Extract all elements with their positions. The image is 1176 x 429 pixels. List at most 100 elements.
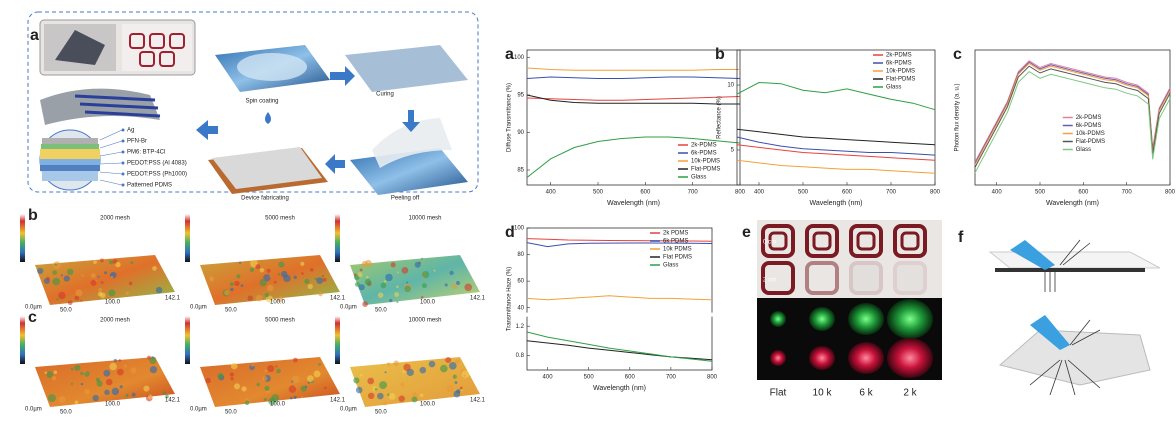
surface-feature	[63, 275, 70, 282]
legend-label: 2k PDMS	[663, 231, 688, 237]
axis-tick-label: 142.1	[330, 398, 346, 404]
color-bar	[20, 214, 25, 262]
legend-label: Glass	[691, 175, 706, 181]
layer-label: PEDOT:PSS (Al 4083)	[127, 161, 187, 167]
legend-label: Flat PDMS	[663, 255, 692, 261]
axis-tick-label: 50.0	[375, 308, 387, 314]
legend-label: 2k-PDMS	[691, 143, 717, 149]
legend-label: 10k-PDMS	[691, 159, 720, 165]
surface-feature	[240, 284, 244, 288]
surface-feature	[84, 371, 90, 377]
axis-tick-label: 142.1	[330, 296, 346, 302]
surface-feature	[80, 299, 83, 302]
electrode-stripes	[74, 94, 161, 118]
surface-feature	[51, 375, 57, 381]
surface-feature	[422, 270, 430, 279]
y-tick-label: 95	[517, 93, 524, 99]
surface-feature	[229, 282, 234, 287]
surface-feature	[353, 273, 357, 277]
axis-tick-label: 0.0µm	[340, 407, 357, 413]
x-tick-label: 700	[666, 375, 677, 381]
y-tick-label: 100	[514, 55, 525, 61]
surface-feature	[384, 371, 387, 374]
surface-feature	[355, 386, 363, 394]
surface-feature	[256, 382, 260, 387]
surface-feature	[264, 369, 268, 373]
surface-feature	[275, 365, 278, 368]
leader-line	[99, 179, 123, 186]
surface-feature	[452, 374, 457, 379]
panel-label: c	[953, 46, 962, 63]
layer-label: PEDOT:PSS (Ph1000)	[127, 172, 187, 178]
surface-feature	[205, 377, 211, 384]
surface-feature	[306, 375, 314, 383]
axis-tick-label: 142.1	[470, 398, 486, 404]
surface-feature	[152, 266, 157, 271]
flat-layer	[995, 268, 1145, 272]
layer-label: PM6: BTP-4Cl	[127, 150, 165, 156]
surface-feature	[115, 261, 121, 268]
surface-feature	[255, 264, 261, 270]
surface-feature	[44, 371, 48, 375]
y-axis-label: Reflectance (%)	[717, 96, 723, 139]
surface-feature	[367, 377, 375, 385]
surface-feature	[310, 268, 314, 272]
surface-feature	[247, 295, 254, 302]
surface-feature	[396, 285, 399, 289]
green-emission	[770, 311, 786, 327]
surface-map	[200, 357, 340, 407]
surface-feature	[451, 283, 458, 290]
x-tick-label: 800	[735, 190, 746, 196]
surface-feature	[307, 283, 313, 290]
surface-feature	[271, 394, 280, 402]
surface-feature	[291, 375, 300, 384]
x-tick-label: 700	[1122, 190, 1133, 196]
surface-feature	[324, 386, 327, 390]
surface-feature	[383, 401, 387, 406]
surface-feature	[230, 287, 234, 292]
series-line	[736, 128, 936, 146]
surface-feature	[304, 278, 310, 285]
surface-feature	[108, 289, 116, 297]
surface-feature	[293, 275, 297, 280]
legend-label: 2k-PDMS	[886, 53, 912, 59]
knot-pattern	[761, 224, 795, 258]
knot-pattern	[812, 231, 832, 251]
surface-feature	[390, 262, 396, 268]
surface-feature	[75, 289, 83, 297]
series-line	[974, 65, 1171, 168]
layer-label: Patterned PDMS	[127, 183, 172, 189]
panel-label: a	[505, 46, 514, 63]
step-label: Device fabricating	[241, 196, 289, 202]
surface-feature	[131, 392, 136, 397]
surface-feature	[401, 267, 409, 274]
surface-feature	[110, 275, 114, 279]
series-line	[974, 62, 1171, 166]
curing-substrate	[345, 45, 468, 92]
legend-label: 6k-PDMS	[691, 151, 717, 157]
series-line	[526, 242, 713, 248]
axis-tick-label: 0.0µm	[25, 407, 42, 413]
surface-feature	[97, 275, 100, 278]
surface-feature	[100, 281, 104, 284]
surface-feature	[147, 394, 153, 399]
color-bar	[335, 316, 340, 364]
surface-feature	[403, 363, 411, 372]
knot-pattern	[761, 261, 795, 295]
schematic-frame	[27, 11, 479, 193]
surface-feature	[267, 365, 275, 373]
surface-feature	[459, 386, 463, 390]
surface-feature	[90, 273, 97, 279]
surface-feature	[358, 284, 365, 291]
surface-feature	[433, 269, 436, 272]
red-emission	[848, 342, 884, 374]
leader-dot	[121, 172, 125, 176]
step-label: Curing	[376, 92, 394, 98]
peel-film	[372, 118, 452, 168]
series-line	[526, 331, 713, 362]
surface-feature	[123, 364, 127, 368]
x-tick-label: 700	[688, 190, 699, 196]
surface-feature	[380, 282, 387, 289]
axis-tick-label: 100.0	[270, 300, 286, 306]
